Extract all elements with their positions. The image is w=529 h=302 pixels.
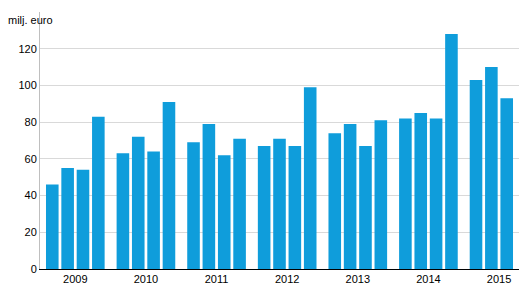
svg-text:0: 0: [31, 263, 37, 275]
svg-text:20: 20: [25, 226, 37, 238]
svg-text:2014: 2014: [416, 273, 440, 285]
svg-text:40: 40: [25, 189, 37, 201]
svg-text:2009: 2009: [63, 273, 87, 285]
svg-text:80: 80: [25, 116, 37, 128]
svg-text:milj. euro: milj. euro: [8, 14, 53, 26]
svg-text:2013: 2013: [346, 273, 370, 285]
svg-text:100: 100: [18, 79, 36, 91]
svg-text:2012: 2012: [275, 273, 299, 285]
svg-text:2011: 2011: [205, 273, 229, 285]
svg-text:120: 120: [18, 43, 36, 55]
svg-text:2015: 2015: [487, 273, 511, 285]
svg-text:2010: 2010: [134, 273, 158, 285]
svg-text:60: 60: [25, 153, 37, 165]
